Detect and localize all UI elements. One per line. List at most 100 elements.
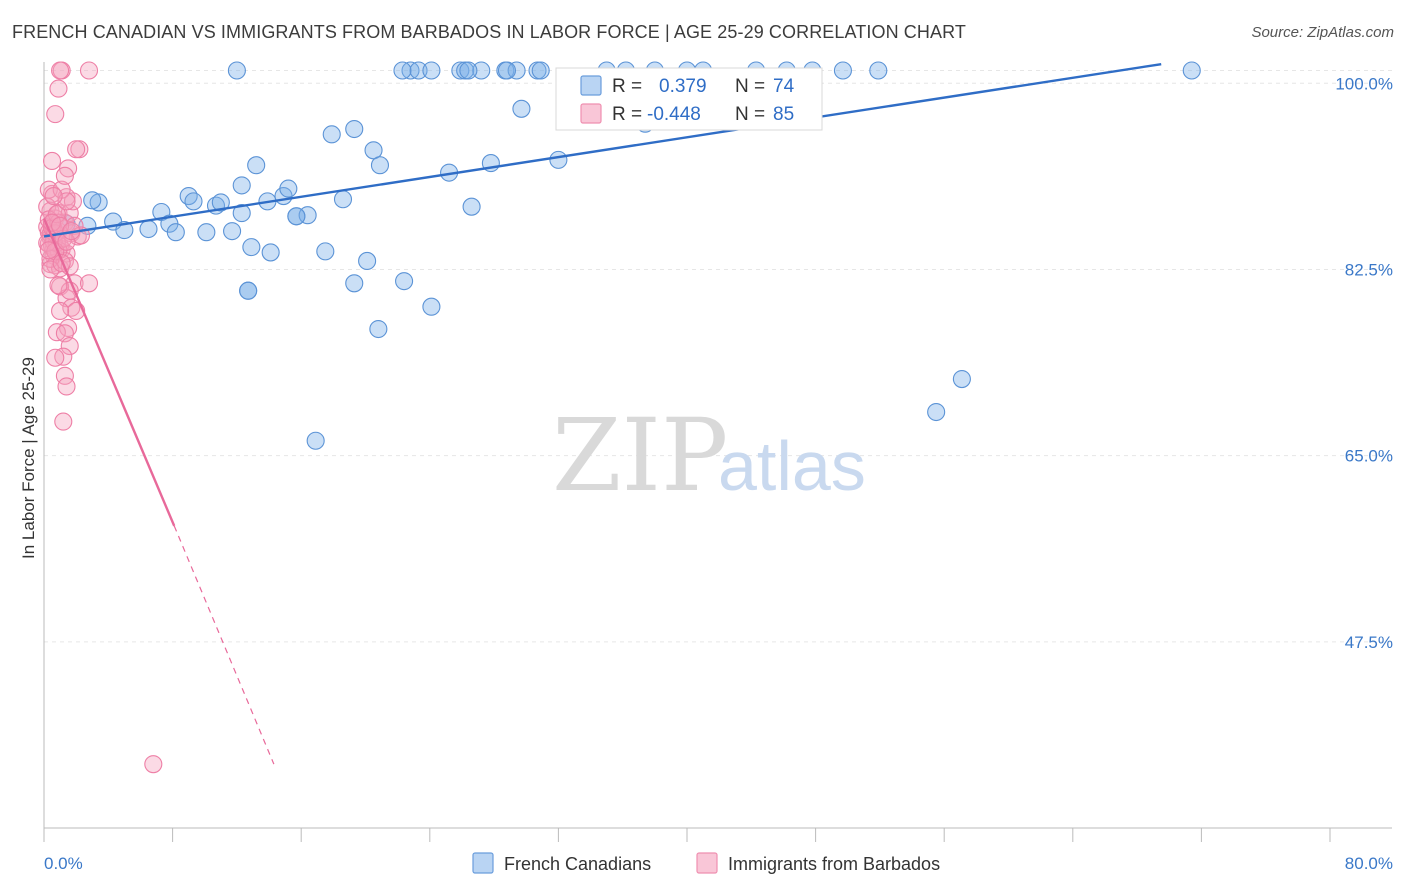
point-french-canadian [497, 61, 517, 80]
point-french-canadian [472, 61, 491, 80]
point-barbados [57, 377, 76, 396]
point-french-canadian [83, 191, 102, 210]
legend-r-value-1: 0.379 [659, 76, 707, 97]
point-french-canadian [358, 251, 377, 270]
legend-n-value-2: 85 [773, 104, 794, 125]
point-french-canadian [549, 150, 568, 169]
point-french-canadian [89, 193, 108, 212]
legend-n-label-2: N = [735, 104, 765, 125]
point-french-canadian [952, 369, 971, 389]
grid-lines: 47.5% 65.0% 82.5% 100.0% [44, 70, 1393, 652]
point-french-canadian [395, 272, 414, 291]
point-barbados [63, 192, 82, 211]
point-french-canadian [316, 242, 335, 261]
y-tick-label: 47.5% [1345, 633, 1393, 652]
series-legend: French Canadians Immigrants from Barbado… [472, 852, 940, 874]
correlation-legend: R = 0.379 N = 74 R = -0.448 N = 85 [555, 67, 823, 131]
point-barbados [49, 79, 68, 98]
point-barbados [46, 105, 65, 124]
point-french-canadian [184, 192, 203, 211]
point-french-canadian [166, 223, 185, 242]
legend-swatch-blue [580, 75, 602, 96]
series-legend-swatch-blue [472, 852, 494, 874]
x-tick-label-max: 80.0% [1345, 854, 1393, 873]
point-french-canadian [333, 190, 353, 209]
point-french-canadian [211, 193, 230, 212]
legend-n-value-1: 74 [773, 76, 795, 97]
y-tick-label: 100.0% [1335, 74, 1393, 93]
point-barbados [51, 277, 70, 296]
series-legend-swatch-pink [696, 852, 718, 874]
point-french-canadian [197, 223, 216, 242]
point-french-canadian [369, 319, 388, 339]
y-axis-label: In Labor Force | Age 25-29 [19, 357, 38, 559]
watermark: ZIP atlas [552, 397, 866, 514]
point-french-canadian [345, 274, 364, 293]
point-french-canadian [507, 61, 526, 80]
point-french-canadian [247, 156, 266, 175]
point-barbados [46, 348, 65, 367]
point-barbados [51, 301, 70, 321]
point-french-canadian [869, 61, 888, 80]
legend-r-label-2: R = [612, 104, 642, 125]
point-barbados [41, 260, 60, 279]
point-french-canadian [833, 61, 852, 80]
point-french-canadian [239, 281, 258, 300]
chart-source: Source: ZipAtlas.com [1251, 24, 1394, 41]
y-tick-label: 65.0% [1345, 447, 1393, 466]
point-french-canadian [306, 431, 325, 450]
point-french-canadian [345, 119, 364, 139]
point-barbados [144, 755, 163, 774]
legend-swatch-pink [580, 103, 602, 124]
point-french-canadian [242, 238, 261, 257]
point-french-canadian [393, 61, 412, 80]
trend-line-french-canadian [43, 62, 1162, 238]
legend-r-label-1: R = [612, 76, 642, 97]
point-barbados [79, 61, 99, 80]
trend-line-barbados [42, 217, 176, 527]
point-french-canadian [422, 61, 441, 80]
point-french-canadian [409, 61, 428, 80]
point-french-canadian [462, 197, 481, 216]
point-french-canadian [232, 176, 251, 195]
point-french-canadian [322, 125, 341, 144]
point-french-canadian [279, 179, 298, 198]
point-french-canadian [227, 61, 246, 80]
point-barbados [79, 274, 99, 293]
point-barbados [49, 276, 68, 295]
point-french-canadian [1182, 61, 1201, 80]
point-french-canadian [179, 187, 198, 206]
data-points [38, 61, 1201, 774]
legend-n-label-1: N = [735, 76, 765, 97]
point-barbados [44, 187, 63, 206]
point-french-canadian [287, 207, 306, 226]
point-barbados [55, 166, 74, 185]
trend-lines [42, 62, 1162, 765]
y-tick-label: 82.5% [1345, 260, 1393, 279]
legend-r-value-2: -0.448 [647, 104, 701, 125]
series-legend-label-2: Immigrants from Barbados [728, 854, 940, 874]
watermark-atlas: atlas [718, 427, 866, 505]
point-barbados [59, 318, 78, 338]
point-barbados [42, 151, 62, 170]
axes: 0.0% 80.0% [43, 62, 1393, 873]
series-legend-label-1: French Canadians [504, 854, 651, 874]
point-french-canadian [512, 99, 531, 118]
trend-extension-barbados [173, 525, 275, 765]
point-french-canadian [927, 402, 946, 422]
chart-title: FRENCH CANADIAN VS IMMIGRANTS FROM BARBA… [12, 22, 966, 42]
point-french-canadian [139, 219, 158, 239]
watermark-zip: ZIP [552, 397, 728, 514]
point-barbados [67, 140, 86, 159]
point-french-canadian [370, 156, 390, 175]
point-french-canadian [232, 204, 251, 223]
point-french-canadian [364, 141, 383, 160]
point-french-canadian [223, 222, 242, 241]
point-barbados [54, 412, 73, 431]
point-french-canadian [459, 61, 478, 80]
x-tick-label-min: 0.0% [44, 854, 83, 873]
point-barbados [47, 205, 66, 224]
point-french-canadian [261, 243, 280, 262]
point-barbados [51, 61, 70, 80]
